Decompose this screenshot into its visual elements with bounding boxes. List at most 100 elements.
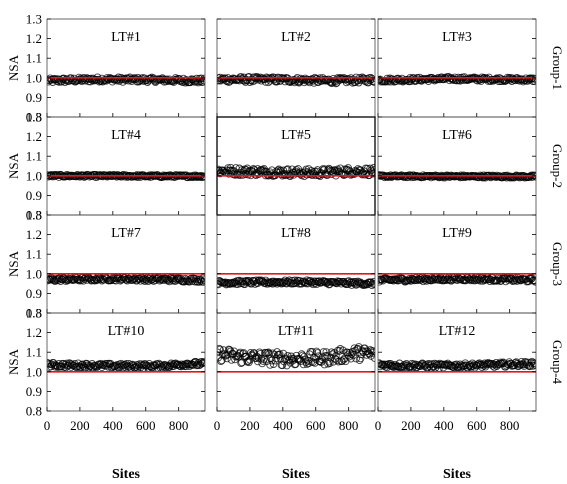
data-points xyxy=(217,343,375,370)
panel-lt6: LT#6 Group-2 xyxy=(377,116,565,216)
data-point xyxy=(327,79,336,88)
data-point xyxy=(318,170,326,178)
panel-title: LT#8 xyxy=(281,226,311,241)
data-point xyxy=(282,354,290,363)
panel-title: LT#9 xyxy=(442,226,472,241)
data-point xyxy=(475,359,484,368)
y-tick-label: 1.3 xyxy=(26,110,42,125)
data-point xyxy=(101,75,110,84)
panel-title: LT#7 xyxy=(111,226,141,241)
data-point xyxy=(275,350,284,359)
data-point xyxy=(456,360,464,369)
data-point xyxy=(162,363,170,372)
data-point xyxy=(469,362,478,370)
data-point xyxy=(126,362,134,371)
x-tick-label: 400 xyxy=(273,418,293,433)
data-point xyxy=(244,357,253,365)
y-axis-label: NSA xyxy=(6,152,21,179)
data-point xyxy=(356,354,365,363)
panel-title: LT#10 xyxy=(108,324,145,339)
y-tick-label: 1.3 xyxy=(26,12,42,27)
data-points xyxy=(47,73,205,87)
x-tick-label: 0 xyxy=(214,418,221,433)
y-tick-label: 1.0 xyxy=(26,364,42,379)
data-point xyxy=(198,274,205,283)
y-tick-label: 1.2 xyxy=(26,227,42,242)
panel-lt11: LT#11 0 200 400 600 800 Sites xyxy=(214,312,376,482)
x-tick-label: 200 xyxy=(240,418,260,433)
panel-lt5: LT#5 xyxy=(216,116,376,216)
data-point xyxy=(529,362,536,370)
data-point xyxy=(325,359,334,367)
x-tick-label: 0 xyxy=(44,418,51,433)
data-point xyxy=(279,349,288,358)
x-axis-label: Sites xyxy=(112,467,141,482)
group-label: Group-4 xyxy=(550,340,565,385)
y-tick-label: 0.9 xyxy=(26,188,42,203)
y-tick-label: 1.2 xyxy=(26,325,42,340)
data-point xyxy=(530,276,536,285)
group-label: Group-3 xyxy=(550,242,565,286)
data-point xyxy=(504,276,513,284)
panel-title: LT#1 xyxy=(111,30,141,45)
x-tick-label: 600 xyxy=(467,418,487,433)
data-point xyxy=(369,277,375,286)
group-label: Group-1 xyxy=(550,46,565,90)
data-points xyxy=(217,276,375,290)
data-point xyxy=(429,362,438,371)
x-tick-label: 200 xyxy=(401,418,421,433)
data-point xyxy=(297,350,306,358)
data-point xyxy=(328,350,337,359)
panel-lt4: LT#4 0.8 0.9 1.0 1.1 1.2 1.3 NSA xyxy=(6,110,206,223)
y-tick-label: 1.1 xyxy=(26,247,42,262)
group-label: Group-2 xyxy=(550,144,565,188)
panel-frame xyxy=(216,312,376,412)
data-point xyxy=(226,347,235,356)
y-axis-label: NSA xyxy=(6,348,21,375)
data-points xyxy=(217,73,375,88)
data-points xyxy=(47,273,205,286)
panel-lt7: LT#7 0.8 0.9 1.0 1.1 1.2 1.3 NSA xyxy=(6,208,206,321)
data-point xyxy=(368,349,375,357)
x-axis-label: Sites xyxy=(282,467,311,482)
data-point xyxy=(531,172,536,181)
y-tick-label: 0.9 xyxy=(26,286,42,301)
data-point xyxy=(284,170,293,178)
data-point xyxy=(531,278,536,286)
y-tick-label: 1.0 xyxy=(26,168,42,183)
panel-title: LT#4 xyxy=(111,128,141,143)
data-point xyxy=(275,350,283,359)
y-tick-label: 1.3 xyxy=(26,306,42,321)
x-tick-label: 600 xyxy=(136,418,156,433)
x-tick-label: 800 xyxy=(500,418,520,433)
y-tick-label: 1.1 xyxy=(26,345,42,360)
y-tick-label: 0.8 xyxy=(26,208,42,223)
panel-lt12: LT#12 Group-4 0 200 400 600 800 Sites xyxy=(375,312,565,482)
y-tick-label: 1.0 xyxy=(26,266,42,281)
data-point xyxy=(525,173,534,181)
x-tick-label: 400 xyxy=(103,418,123,433)
data-point xyxy=(368,169,375,178)
data-point xyxy=(338,357,346,365)
panel-lt3: LT#3 Group-1 xyxy=(377,18,565,118)
data-point xyxy=(531,75,536,83)
y-tick-label: 0.8 xyxy=(26,306,42,321)
y-tick-label: 1.1 xyxy=(26,51,42,66)
data-point xyxy=(112,362,120,370)
data-point xyxy=(320,360,329,369)
x-tick-label: 0 xyxy=(375,418,382,433)
data-point xyxy=(73,170,82,179)
data-point xyxy=(502,274,511,283)
data-point xyxy=(217,345,224,354)
y-tick-label: 1.3 xyxy=(26,208,42,223)
data-point xyxy=(369,164,375,172)
x-tick-label: 600 xyxy=(306,418,326,433)
data-point xyxy=(318,278,326,287)
data-points xyxy=(47,357,205,373)
y-tick-label: 1.2 xyxy=(26,129,42,144)
data-point xyxy=(308,348,317,356)
panel-lt2: LT#2 xyxy=(216,18,376,118)
data-point xyxy=(195,173,204,181)
data-point xyxy=(436,75,444,84)
y-tick-label: 0.8 xyxy=(26,110,42,125)
